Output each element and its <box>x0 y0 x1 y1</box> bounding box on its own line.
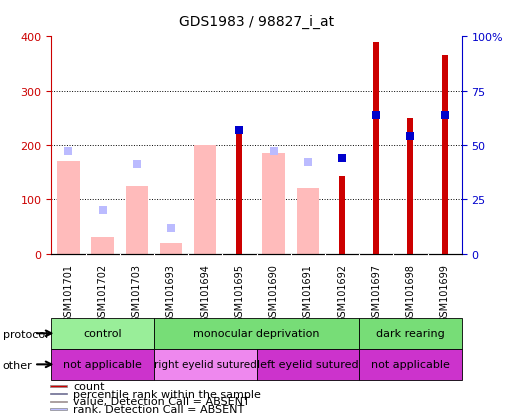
Bar <box>407 119 413 254</box>
Point <box>441 112 449 119</box>
Bar <box>51 318 154 349</box>
Text: monocular deprivation: monocular deprivation <box>193 328 320 339</box>
Bar <box>154 349 256 380</box>
Text: percentile rank within the sample: percentile rank within the sample <box>73 389 261 399</box>
Point <box>338 155 346 162</box>
Bar <box>160 243 182 254</box>
Point <box>167 225 175 231</box>
Text: value, Detection Call = ABSENT: value, Detection Call = ABSENT <box>73 396 250 406</box>
Bar <box>50 393 67 394</box>
Text: not applicable: not applicable <box>63 359 142 370</box>
Bar <box>57 162 80 254</box>
Text: GDS1983 / 98827_i_at: GDS1983 / 98827_i_at <box>179 14 334 28</box>
Text: control: control <box>83 328 122 339</box>
Text: not applicable: not applicable <box>371 359 450 370</box>
Text: other: other <box>3 360 32 370</box>
Point <box>269 149 278 155</box>
Text: right eyelid sutured: right eyelid sutured <box>154 359 256 370</box>
Point <box>338 155 346 162</box>
Point <box>372 112 380 119</box>
Bar <box>442 56 448 254</box>
Bar <box>126 186 148 254</box>
Bar <box>154 318 359 349</box>
Point <box>304 159 312 166</box>
Text: dark rearing: dark rearing <box>376 328 445 339</box>
Bar <box>236 132 243 254</box>
Text: count: count <box>73 381 105 391</box>
Point <box>406 134 415 140</box>
Bar <box>297 189 319 254</box>
Bar <box>91 238 114 254</box>
Point <box>133 162 141 169</box>
Bar <box>263 154 285 254</box>
Bar <box>50 408 67 410</box>
Bar <box>359 349 462 380</box>
Text: left eyelid sutured: left eyelid sutured <box>257 359 359 370</box>
Bar <box>51 349 154 380</box>
Bar <box>194 146 216 254</box>
Text: protocol: protocol <box>3 329 48 339</box>
Bar <box>50 401 67 402</box>
Bar <box>373 43 379 254</box>
Bar <box>50 385 67 387</box>
Bar <box>256 349 359 380</box>
Point <box>64 149 72 155</box>
Point <box>98 207 107 214</box>
Point <box>235 127 244 134</box>
Bar <box>339 176 345 254</box>
Bar <box>359 318 462 349</box>
Text: rank, Detection Call = ABSENT: rank, Detection Call = ABSENT <box>73 404 244 413</box>
